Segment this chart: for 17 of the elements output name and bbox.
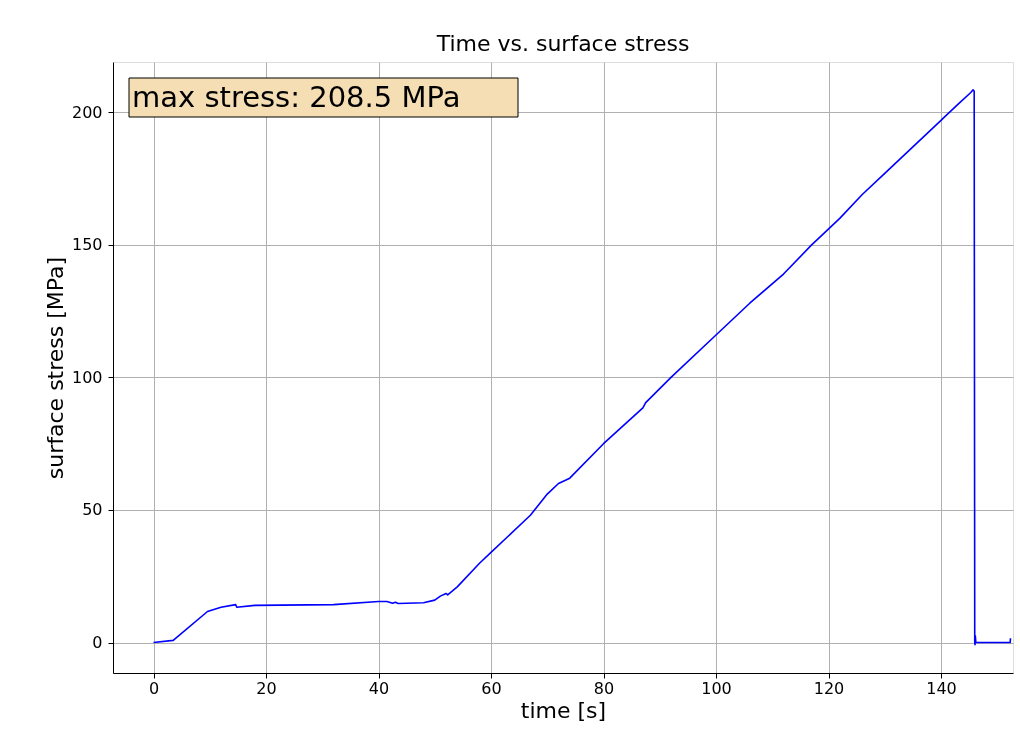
x-tick-label: 0 (148, 678, 160, 698)
x-tick-label: 140 (926, 678, 957, 698)
y-tick-label: 100 (71, 367, 103, 387)
x-tick-label: 100 (701, 678, 732, 698)
x-tick-label: 80 (593, 678, 615, 698)
x-tick-label: 20 (256, 678, 277, 698)
x-axis-title: time [s] (520, 697, 607, 723)
x-tick-label: 60 (481, 678, 502, 698)
y-tick-label: 50 (82, 500, 103, 520)
y-tick-label: 200 (71, 102, 103, 122)
x-tick-label: 120 (813, 678, 845, 698)
y-tick-label: 0 (92, 633, 103, 653)
y-axis-title: surface stress [MPa] (42, 256, 68, 480)
x-tick-label: 40 (368, 678, 390, 698)
chart-title: Time vs. surface stress (435, 31, 690, 56)
y-tick-label: 150 (71, 235, 103, 255)
annotation: max stress: 208.5 MPa (132, 80, 461, 114)
